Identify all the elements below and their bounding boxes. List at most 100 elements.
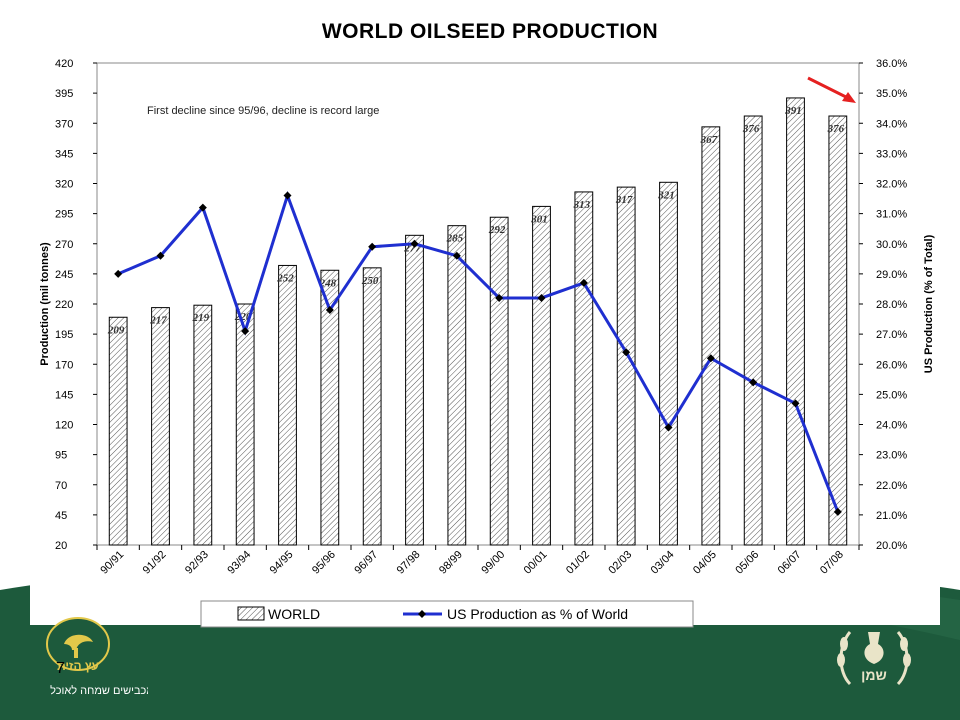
bar-96/97 [362,267,382,546]
bar-value-label: 292 [488,224,506,236]
logo-right-title: שמן [861,667,887,683]
bar-99/00 [489,216,509,546]
logo-left-title: עץ הזית [57,659,99,673]
right-tick-label: 34.0% [876,118,907,130]
left-tick-label: 320 [55,179,73,191]
bar-98/99 [447,225,467,546]
right-tick-label: 20.0% [876,540,907,552]
bar-92/93 [193,304,213,546]
left-tick-label: 20 [55,540,67,552]
logo-left: עץ הזית מכבישים שמחה לאוכל [38,610,154,705]
right-tick-label: 24.0% [876,420,907,432]
left-tick-label: 295 [55,209,73,221]
right-tick-label: 35.0% [876,88,907,100]
bar-91/92 [151,307,170,546]
left-tick-label: 120 [55,420,73,432]
logo-left-slogan: מכבישים שמחה לאוכל [50,684,148,697]
bar-05/06 [743,115,763,546]
bar-value-label: 321 [657,189,675,201]
line-point-93/94 [241,327,250,336]
legend-swatch-world [237,606,265,621]
bar-07/08 [828,115,848,546]
legend-label-line: US Production as % of World [447,606,628,622]
bar-04/05 [701,126,721,546]
line-point-99/00 [495,293,504,302]
bar-97/98 [405,234,424,546]
right-tick-label: 36.0% [876,58,907,70]
left-tick-label: 70 [55,480,67,492]
left-tick-label: 420 [55,58,73,70]
annotation-text: First decline since 95/96, decline is re… [147,105,379,117]
line-point-95/96 [325,306,334,315]
right-tick-label: 27.0% [876,329,907,341]
line-point-94/95 [283,191,292,200]
olive-wreath-logo: שמן [837,631,911,686]
left-tick-label: 395 [55,88,73,100]
bar-value-label: 209 [107,324,125,336]
left-tick-label: 270 [55,239,73,251]
line-point-05/06 [749,378,758,387]
bar-value-label: 301 [530,213,548,225]
page-number: 7 [56,660,65,677]
left-tick-label: 220 [55,299,73,311]
left-tick-label: 245 [55,269,73,281]
left-tick-label: 45 [55,510,67,522]
right-tick-label: 29.0% [876,269,907,281]
left-tick-label: 145 [55,389,73,401]
line-point-90/91 [114,269,123,278]
line-point-91/92 [156,251,165,260]
right-tick-label: 33.0% [876,148,907,160]
bar-value-label: 219 [192,312,210,324]
line-point-02/03 [622,348,631,357]
right-tick-label: 30.0% [876,239,907,251]
bar-06/07 [786,97,805,546]
right-tick-label: 28.0% [876,299,907,311]
bar-value-label: 391 [784,105,802,117]
line-point-00/01 [537,293,546,302]
right-tick-label: 31.0% [876,209,907,221]
bar-value-label: 248 [319,277,337,289]
bar-value-label: 252 [276,272,294,284]
line-point-03/04 [664,423,673,432]
line-point-01/02 [579,278,588,287]
bar-value-label: 285 [446,233,464,245]
line-point-92/93 [198,203,207,212]
bar-94/95 [278,264,297,546]
legend: WORLD US Production as % of World [200,600,694,628]
bar-00/01 [532,205,551,546]
page-title: WORLD OILSEED PRODUCTION [321,20,659,43]
line-point-96/97 [368,242,377,251]
plot-area [96,62,860,546]
right-tick-label: 23.0% [876,450,907,462]
right-tick-label: 21.0% [876,510,907,522]
line-point-06/07 [791,399,800,408]
line-point-04/05 [706,354,715,363]
line-point-97/98 [410,239,419,248]
y-axis-label-left: Production (mil tonnes) [39,242,51,366]
left-tick-label: 170 [55,359,73,371]
bar-value-label: 217 [149,315,167,327]
left-tick-label: 95 [55,450,67,462]
left-tick-label: 345 [55,148,73,160]
bar-03/04 [659,181,678,546]
line-point-07/08 [833,507,842,516]
right-tick-label: 26.0% [876,359,907,371]
bar-value-label: 376 [742,123,760,135]
line-point-98/99 [452,251,461,260]
left-tick-label: 370 [55,118,73,130]
logo-right: שמן [830,624,920,699]
bar-95/96 [320,269,340,546]
bar-90/91 [108,316,128,546]
bar-value-label: 376 [827,123,845,135]
legend-label-world: WORLD [268,606,320,622]
bar-93/94 [235,303,255,546]
y-axis-label-right: US Production (% of Total) [923,234,935,373]
right-tick-label: 32.0% [876,179,907,191]
bar-01/02 [574,191,594,546]
bar-value-label: 313 [573,199,591,211]
olive-tree-logo: עץ הזית מכבישים שמחה לאוכל [46,617,154,697]
decline-arrow [807,76,856,103]
bar-value-label: 317 [615,194,633,206]
bar-value-label: 250 [361,275,379,287]
